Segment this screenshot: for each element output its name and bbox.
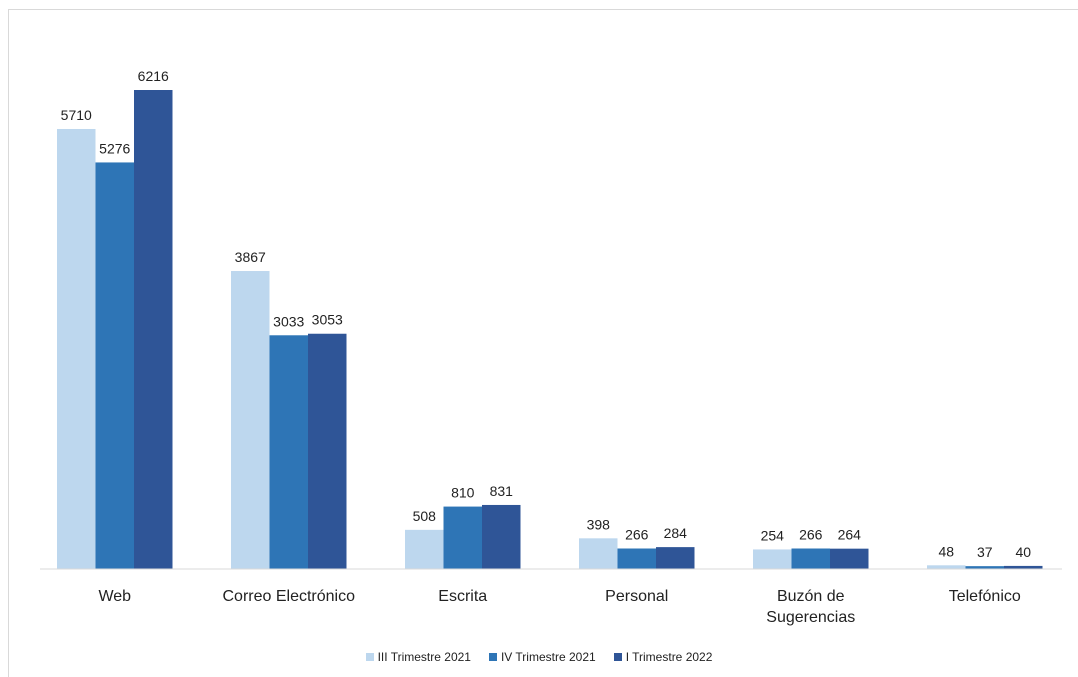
category-label-4: Buzón de Sugerencias — [766, 588, 855, 626]
data-label-1-2: 3053 — [312, 312, 343, 328]
data-label-2-1: 810 — [451, 485, 475, 501]
data-label-4-2: 264 — [838, 527, 862, 543]
category-label-1: Correo Electrónico — [223, 588, 356, 605]
data-label-0-2: 6216 — [138, 68, 169, 84]
bar-0-0 — [57, 128, 96, 570]
bar-1-0 — [231, 271, 270, 569]
legend-item-2: I Trimestre 2022 — [613, 650, 713, 664]
chart-legend: III Trimestre 2021 IV Trimestre 2021 I Tri… — [0, 650, 1078, 664]
category-label-5: Telefónico — [949, 588, 1021, 605]
data-label-3-1: 266 — [625, 527, 649, 543]
bar-4-2 — [830, 548, 869, 569]
legend-label-2: I Trimestre 2022 — [625, 650, 713, 664]
data-label-4-0: 254 — [761, 527, 785, 543]
data-label-1-0: 3867 — [235, 249, 266, 265]
data-label-5-2: 40 — [1015, 544, 1031, 560]
bar-4-1 — [791, 548, 830, 569]
data-label-3-0: 398 — [587, 516, 611, 532]
bar-4-0 — [753, 549, 792, 569]
bar-0-2 — [134, 90, 173, 569]
data-label-2-0: 508 — [413, 508, 437, 524]
bar-1-2 — [308, 333, 347, 569]
legend-swatch-2 — [613, 653, 622, 661]
category-label-2: Escrita — [438, 588, 487, 605]
bar-3-0 — [579, 538, 618, 569]
bar-5-2 — [1004, 565, 1043, 569]
legend-label-0: III Trimestre 2021 — [377, 650, 471, 664]
legend-item-1: IV Trimestre 2021 — [488, 650, 596, 664]
legend-swatch-0 — [365, 653, 374, 661]
legend-item-0: III Trimestre 2021 — [365, 650, 471, 664]
bar-3-1 — [617, 548, 656, 569]
bar-2-2 — [482, 504, 521, 569]
data-label-3-2: 284 — [664, 525, 688, 541]
category-label-3: Personal — [605, 588, 668, 605]
frame-border-left — [8, 9, 9, 677]
bar-5-0 — [927, 565, 966, 569]
bar-2-0 — [405, 529, 444, 569]
bar-0-1 — [95, 162, 134, 569]
frame-border-top — [8, 9, 1078, 10]
data-label-5-1: 37 — [977, 544, 993, 560]
bar-3-2 — [656, 547, 695, 569]
data-label-4-1: 266 — [799, 527, 823, 543]
data-label-0-1: 5276 — [99, 140, 130, 156]
data-label-2-2: 831 — [490, 483, 514, 499]
data-label-1-1: 3033 — [273, 313, 304, 329]
data-label-5-0: 48 — [938, 543, 954, 559]
data-label-0-0: 5710 — [61, 107, 92, 123]
bar-1-1 — [269, 335, 308, 569]
legend-label-1: IV Trimestre 2021 — [500, 650, 596, 664]
legend-swatch-1 — [488, 653, 497, 661]
category-label-0: Web — [98, 588, 131, 605]
bar-2-1 — [443, 506, 482, 569]
bar-5-1 — [965, 566, 1004, 569]
